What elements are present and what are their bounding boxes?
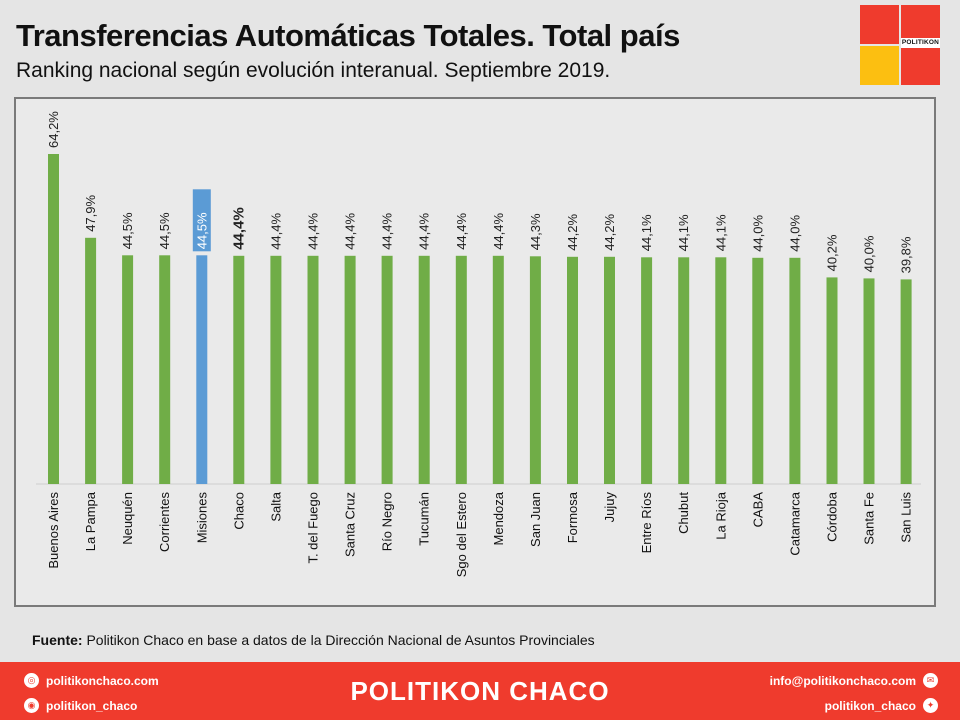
value-label-5: 44,4% bbox=[230, 207, 247, 250]
value-label-16: 44,1% bbox=[639, 214, 654, 251]
value-label-19: 44,0% bbox=[750, 214, 765, 251]
chart-title: Transferencias Automáticas Totales. Tota… bbox=[16, 18, 680, 53]
highlight-label-bg bbox=[192, 189, 211, 252]
website-text: politikonchaco.com bbox=[46, 673, 159, 688]
category-label-15: Jujuy bbox=[602, 492, 617, 523]
value-label-1: 47,9% bbox=[83, 194, 98, 231]
bar-2 bbox=[122, 255, 134, 484]
bar-9 bbox=[381, 255, 393, 484]
twitter-icon: ✦ bbox=[923, 698, 938, 713]
category-label-23: San Luis bbox=[899, 492, 914, 543]
twitter-text: politikon_chaco bbox=[824, 698, 916, 713]
category-label-22: Santa Fe bbox=[862, 492, 877, 545]
bar-1 bbox=[85, 237, 97, 484]
value-label-0: 64,2% bbox=[46, 111, 61, 148]
value-label-18: 44,1% bbox=[713, 214, 728, 251]
bar-7 bbox=[307, 255, 319, 484]
globe-icon: ◎ bbox=[24, 673, 39, 688]
category-label-1: La Pampa bbox=[83, 491, 98, 551]
value-label-10: 44,4% bbox=[417, 212, 432, 249]
footer-website[interactable]: ◎ politikonchaco.com bbox=[24, 673, 159, 688]
bar-15 bbox=[604, 256, 615, 484]
bar-3 bbox=[159, 255, 171, 484]
bar-0 bbox=[48, 154, 59, 484]
category-label-5: Chaco bbox=[231, 492, 246, 530]
value-label-20: 44,0% bbox=[787, 214, 802, 251]
value-label-23: 39,8% bbox=[899, 236, 914, 273]
footer-brand: POLITIKON CHACO bbox=[350, 676, 610, 706]
bar-chart: 64,2% Buenos Aires 47,9% La Pampa 44,5% Neuqu… bbox=[36, 111, 921, 577]
chart-subtitle: Ranking nacional según evolución interan… bbox=[16, 59, 611, 82]
category-label-2: Neuquén bbox=[120, 492, 135, 545]
bar-5 bbox=[233, 255, 245, 484]
source-text: Politikon Chaco en base a datos de la Di… bbox=[82, 632, 595, 648]
bar-11 bbox=[455, 255, 467, 484]
bar-18 bbox=[715, 257, 727, 484]
value-label-13: 44,3% bbox=[528, 213, 543, 250]
bar-20 bbox=[789, 257, 801, 484]
footer-instagram[interactable]: ◉ politikon_chaco bbox=[24, 698, 137, 713]
footer-email[interactable]: info@politikonchaco.com ✉ bbox=[770, 673, 938, 688]
bar-4 bbox=[196, 255, 208, 484]
bar-23 bbox=[900, 279, 912, 484]
value-label-7: 44,4% bbox=[306, 212, 321, 249]
category-label-13: San Juan bbox=[528, 492, 543, 547]
value-label-17: 44,1% bbox=[676, 214, 691, 251]
bar-14 bbox=[567, 256, 578, 484]
bar-8 bbox=[344, 255, 356, 484]
category-label-16: Entre Ríos bbox=[639, 492, 654, 554]
value-label-12: 44,4% bbox=[491, 212, 506, 249]
value-label-21: 40,2% bbox=[825, 234, 840, 271]
bar-17 bbox=[678, 257, 690, 484]
category-label-9: Río Negro bbox=[380, 492, 395, 551]
bar-12 bbox=[492, 255, 504, 484]
bar-21 bbox=[826, 277, 838, 484]
value-label-22: 40,0% bbox=[862, 235, 877, 272]
value-label-14: 44,2% bbox=[565, 213, 580, 250]
mail-icon: ✉ bbox=[923, 673, 938, 688]
value-label-2: 44,5% bbox=[120, 212, 135, 249]
bar-6 bbox=[270, 255, 282, 484]
source-note: Fuente: Politikon Chaco en base a datos … bbox=[32, 632, 595, 648]
category-label-20: Catamarca bbox=[787, 491, 802, 555]
category-label-8: Santa Cruz bbox=[343, 492, 358, 557]
category-label-12: Mendoza bbox=[491, 491, 506, 545]
bar-19 bbox=[752, 257, 764, 484]
category-label-6: Salta bbox=[268, 491, 283, 521]
value-label-9: 44,4% bbox=[380, 212, 395, 249]
chart-area: 64,2% Buenos Aires 47,9% La Pampa 44,5% Neuqu… bbox=[14, 97, 936, 607]
category-label-0: Buenos Aires bbox=[46, 492, 61, 569]
value-label-6: 44,4% bbox=[268, 212, 283, 249]
source-label: Fuente: bbox=[32, 632, 83, 648]
value-label-4: 44,5% bbox=[194, 212, 209, 249]
bar-13 bbox=[529, 256, 541, 484]
category-label-7: T. del Fuego bbox=[306, 492, 321, 564]
instagram-text: politikon_chaco bbox=[46, 698, 138, 713]
value-label-3: 44,5% bbox=[157, 212, 172, 249]
footer-twitter[interactable]: politikon_chaco ✦ bbox=[825, 698, 938, 713]
bar-10 bbox=[418, 255, 430, 484]
email-text: info@politikonchaco.com bbox=[769, 673, 916, 688]
politikon-logo: POLITIKON bbox=[860, 5, 940, 85]
category-label-14: Formosa bbox=[565, 491, 580, 543]
category-label-11: Sgo del Estero bbox=[454, 492, 469, 577]
footer-bar: ◎ politikonchaco.com ◉ politikon_chaco P… bbox=[0, 662, 960, 720]
category-label-10: Tucumán bbox=[417, 492, 432, 546]
instagram-icon: ◉ bbox=[24, 698, 39, 713]
value-label-8: 44,4% bbox=[343, 212, 358, 249]
bar-22 bbox=[863, 278, 875, 484]
value-label-11: 44,4% bbox=[454, 212, 469, 249]
category-label-18: La Rioja bbox=[713, 491, 728, 539]
bar-16 bbox=[641, 257, 653, 484]
category-label-19: CABA bbox=[750, 492, 765, 528]
category-label-21: Córdoba bbox=[825, 491, 840, 542]
logo-text: POLITIKON bbox=[901, 38, 940, 48]
category-label-4: Misiones bbox=[194, 492, 209, 544]
category-label-3: Corrientes bbox=[157, 492, 172, 552]
value-label-15: 44,2% bbox=[602, 213, 617, 250]
category-label-17: Chubut bbox=[676, 492, 691, 534]
